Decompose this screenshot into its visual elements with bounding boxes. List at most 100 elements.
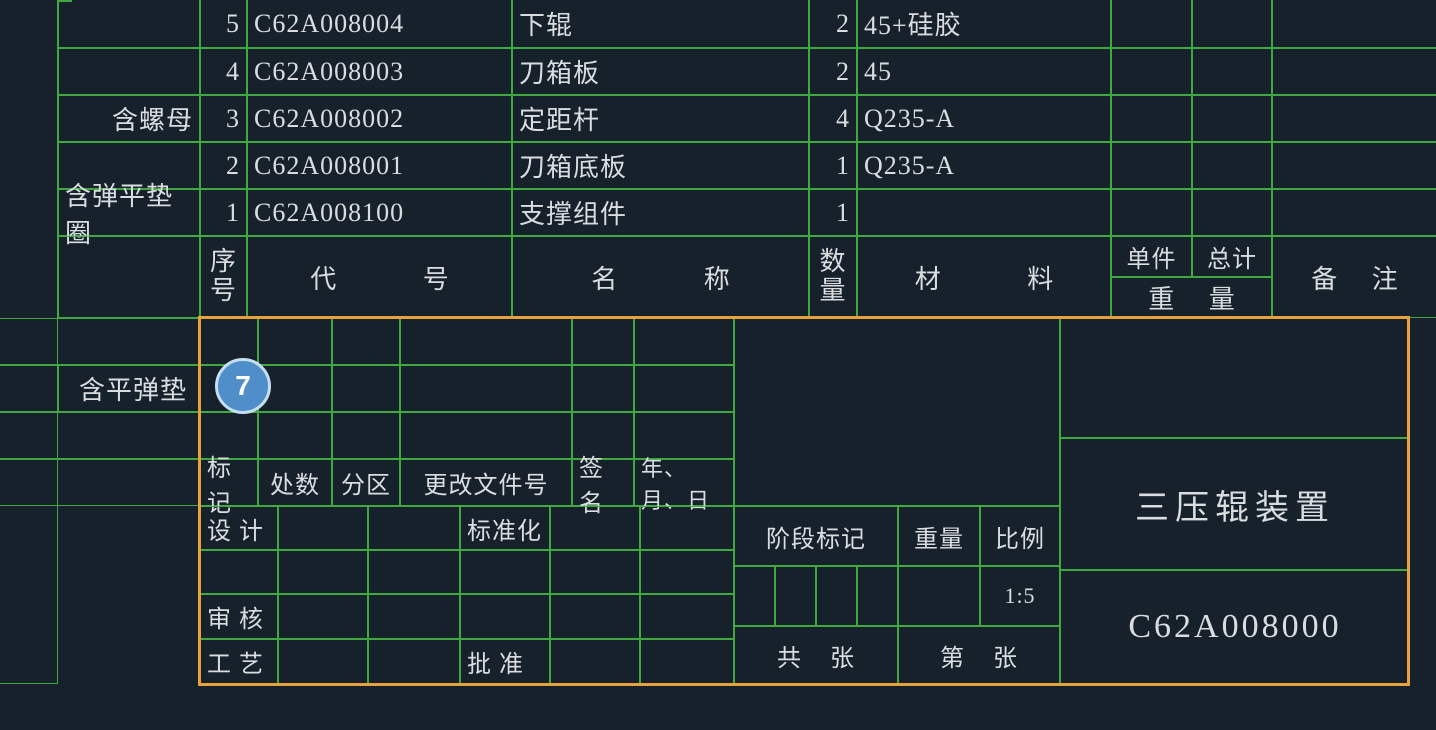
stage-scale-label: 比例 bbox=[980, 506, 1060, 566]
signoff-blank bbox=[460, 594, 550, 639]
rev-cell bbox=[332, 365, 400, 412]
part-code: C62A008001 bbox=[247, 142, 512, 189]
sheet-no: 第 张 bbox=[898, 626, 1060, 684]
part-total bbox=[1192, 142, 1272, 189]
signoff-blank bbox=[640, 550, 734, 594]
header-qty: 数量 bbox=[809, 236, 857, 318]
drawing-title: 三压辊装置 bbox=[1060, 438, 1410, 570]
callout-marker: 7 bbox=[215, 358, 271, 414]
signoff-design-date bbox=[368, 506, 460, 550]
header-seq: 序号 bbox=[200, 236, 247, 318]
part-unit bbox=[1111, 189, 1192, 236]
part-seq: 5 bbox=[200, 0, 247, 48]
rev-cell bbox=[634, 318, 734, 365]
signoff-process-label: 工 艺 bbox=[200, 639, 278, 684]
part-seq: 4 bbox=[200, 48, 247, 95]
part-name: 下辊 bbox=[512, 0, 809, 48]
header-code: 代 号 bbox=[247, 236, 512, 318]
part-unit bbox=[1111, 48, 1192, 95]
part-remark bbox=[1272, 48, 1436, 95]
rev-cell bbox=[258, 318, 332, 365]
part-seq: 1 bbox=[200, 189, 247, 236]
part-material bbox=[857, 189, 1111, 236]
stage-mark-val-1 bbox=[734, 566, 775, 626]
part-qty: 2 bbox=[809, 48, 857, 95]
stage-scale-val: 1:5 bbox=[980, 566, 1060, 626]
part-code: C62A008100 bbox=[247, 189, 512, 236]
title-empty-top-right bbox=[1060, 318, 1410, 438]
signoff-std-date bbox=[640, 506, 734, 550]
signoff-blank bbox=[368, 550, 460, 594]
part-total bbox=[1192, 95, 1272, 142]
rev-cell bbox=[400, 365, 572, 412]
signoff-blank bbox=[200, 550, 278, 594]
header-total: 总计 bbox=[1192, 236, 1272, 277]
header-remark: 备 注 bbox=[1272, 236, 1436, 318]
signoff-std-label: 标准化 bbox=[460, 506, 550, 550]
part-remark bbox=[1272, 142, 1436, 189]
signoff-std-sign bbox=[550, 506, 640, 550]
rev-hdr-qty: 处数 bbox=[258, 459, 332, 506]
signoff-process-sign bbox=[278, 639, 368, 684]
rev-hdr-date: 年、月、日 bbox=[634, 459, 734, 506]
signoff-blank bbox=[460, 550, 550, 594]
ext-row bbox=[0, 412, 200, 459]
part-seq: 2 bbox=[200, 142, 247, 189]
header-weight: 重 量 bbox=[1111, 277, 1272, 318]
part-remark bbox=[1272, 95, 1436, 142]
part-qty: 2 bbox=[809, 0, 857, 48]
part-note bbox=[58, 48, 200, 95]
part-name: 定距杆 bbox=[512, 95, 809, 142]
part-note bbox=[58, 0, 200, 48]
signoff-check-sign bbox=[278, 594, 368, 639]
part-code: C62A008003 bbox=[247, 48, 512, 95]
part-unit bbox=[1111, 142, 1192, 189]
header-material: 材 料 bbox=[857, 236, 1111, 318]
ext-row-note: 含平弹垫 bbox=[58, 365, 200, 412]
drawing-number: C62A008000 bbox=[1060, 570, 1410, 684]
part-code: C62A008004 bbox=[247, 0, 512, 48]
stage-mark-val-3 bbox=[816, 566, 857, 626]
header-unit: 单件 bbox=[1111, 236, 1192, 277]
rev-cell bbox=[332, 412, 400, 459]
part-name: 支撑组件 bbox=[512, 189, 809, 236]
stage-mark-val-2 bbox=[775, 566, 816, 626]
rev-cell bbox=[572, 318, 634, 365]
part-total bbox=[1192, 189, 1272, 236]
part-remark bbox=[1272, 189, 1436, 236]
ext-row-a bbox=[0, 365, 58, 412]
signoff-design-sign bbox=[278, 506, 368, 550]
signoff-check-label: 审 核 bbox=[200, 594, 278, 639]
rev-cell bbox=[258, 412, 332, 459]
part-name: 刀箱底板 bbox=[512, 142, 809, 189]
rev-cell bbox=[634, 365, 734, 412]
part-qty: 4 bbox=[809, 95, 857, 142]
part-material: 45+硅胶 bbox=[857, 0, 1111, 48]
rev-cell bbox=[400, 412, 572, 459]
part-material: Q235-A bbox=[857, 95, 1111, 142]
part-name: 刀箱板 bbox=[512, 48, 809, 95]
part-code: C62A008002 bbox=[247, 95, 512, 142]
signoff-blank bbox=[550, 594, 640, 639]
part-remark bbox=[1272, 0, 1436, 48]
part-note: 含弹平垫圈 bbox=[58, 189, 200, 236]
header-note-blank bbox=[58, 236, 200, 318]
signoff-approve-label: 批 准 bbox=[460, 639, 550, 684]
stage-mark-val-4 bbox=[857, 566, 898, 626]
stage-weight-val bbox=[898, 566, 980, 626]
part-note: 含螺母 bbox=[58, 95, 200, 142]
part-unit bbox=[1111, 0, 1192, 48]
signoff-design-label: 设 计 bbox=[200, 506, 278, 550]
ext-row bbox=[0, 459, 200, 506]
signoff-approve-date bbox=[640, 639, 734, 684]
part-qty: 1 bbox=[809, 189, 857, 236]
part-material: Q235-A bbox=[857, 142, 1111, 189]
rev-cell bbox=[572, 365, 634, 412]
sheet-total: 共 张 bbox=[734, 626, 898, 684]
signoff-process-date bbox=[368, 639, 460, 684]
stage-weight-label: 重量 bbox=[898, 506, 980, 566]
callout-marker-label: 7 bbox=[235, 370, 251, 402]
part-qty: 1 bbox=[809, 142, 857, 189]
rev-cell bbox=[332, 318, 400, 365]
part-material: 45 bbox=[857, 48, 1111, 95]
